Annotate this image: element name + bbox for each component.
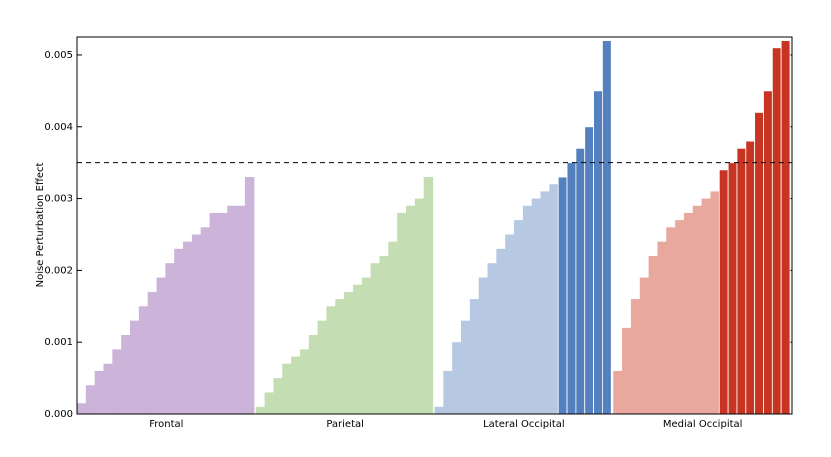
area-segment [397, 212, 407, 414]
area-segment [308, 335, 319, 414]
area-segment [692, 205, 703, 414]
area-segment [191, 234, 202, 414]
y-axis-label: Noise Perturbation Effect [35, 163, 46, 288]
area-segment [414, 198, 425, 414]
area-segment [461, 320, 471, 414]
x-tick-label: Frontal [149, 419, 183, 430]
area-segment [771, 47, 782, 415]
y-tick-label: 0.003 [44, 194, 73, 205]
area-segment [94, 370, 105, 414]
x-tick-label: Medial Occipital [663, 419, 743, 430]
area-segment [209, 212, 219, 414]
area-segment [291, 356, 301, 414]
area-segment [736, 147, 747, 415]
area-segment [423, 177, 434, 414]
area-segment [103, 363, 113, 414]
area-segment [710, 191, 720, 414]
area-segment [77, 403, 87, 414]
area-segment [299, 349, 310, 414]
area-segment [531, 198, 542, 414]
area-segment [443, 370, 453, 414]
area-segment [138, 306, 149, 414]
area-segment [344, 291, 354, 414]
area-segment [112, 349, 122, 414]
area-segment [121, 335, 131, 414]
area-segment [514, 220, 524, 414]
area-segment [754, 112, 764, 415]
area-segment [85, 385, 96, 414]
area-segment [130, 320, 140, 414]
area-segment [174, 248, 184, 414]
area-segment [244, 177, 255, 414]
area-segment [683, 212, 694, 414]
area-segment [352, 284, 363, 414]
area-segment [657, 241, 667, 414]
area-segment [317, 320, 328, 414]
area-segment [335, 299, 345, 414]
area-segment [496, 248, 506, 414]
x-tick-label: Parietal [326, 419, 364, 430]
area-segment [602, 40, 612, 415]
area-segment [745, 140, 756, 415]
area-segment [763, 90, 773, 415]
area-segment [622, 327, 632, 414]
area-segment [165, 263, 175, 414]
area-segment [630, 299, 641, 414]
area-segment [613, 370, 623, 414]
area-segment [255, 406, 266, 414]
area-segment [701, 198, 712, 414]
area-segment [780, 40, 791, 415]
area-segment [434, 406, 444, 414]
area-segment [361, 277, 372, 414]
area-segment [505, 234, 515, 414]
y-tick-label: 0.005 [44, 50, 73, 61]
area-segment [593, 90, 603, 415]
area-segment [236, 205, 246, 414]
area-segment [666, 227, 676, 414]
area-segment [478, 277, 489, 414]
area-segment [379, 256, 389, 414]
area-segment [200, 227, 211, 414]
area-segment [675, 220, 685, 414]
area-segment [227, 205, 237, 414]
y-tick-label: 0.002 [44, 265, 73, 276]
area-segment [540, 191, 550, 414]
x-tick-label: Lateral Occipital [483, 419, 565, 430]
area-segment [282, 363, 292, 414]
area-segment [727, 162, 738, 415]
area-segment [522, 205, 533, 414]
area-segment [469, 299, 480, 414]
area-segment [326, 306, 336, 414]
area-segment [487, 263, 497, 414]
area-segment [273, 378, 283, 414]
area-segment [584, 126, 594, 415]
area-segment [405, 205, 416, 414]
area-segment [388, 241, 398, 414]
area-segment [639, 277, 650, 414]
area-segment [452, 342, 462, 414]
y-tick-label: 0.001 [44, 337, 73, 348]
area-segment [566, 162, 577, 415]
area-segment [147, 291, 158, 414]
area-segment [575, 147, 586, 415]
area-segment [549, 184, 559, 414]
area-segment [183, 241, 193, 414]
area-segment [156, 277, 166, 414]
y-tick-label: 0.000 [44, 409, 73, 420]
area-segment [648, 256, 659, 414]
area-segment [557, 176, 568, 415]
area-segment [718, 169, 729, 415]
y-tick-label: 0.004 [44, 122, 73, 133]
area-segment [370, 263, 381, 414]
area-segment [218, 212, 228, 414]
area-segment [264, 392, 275, 414]
plot-frame [76, 36, 793, 415]
